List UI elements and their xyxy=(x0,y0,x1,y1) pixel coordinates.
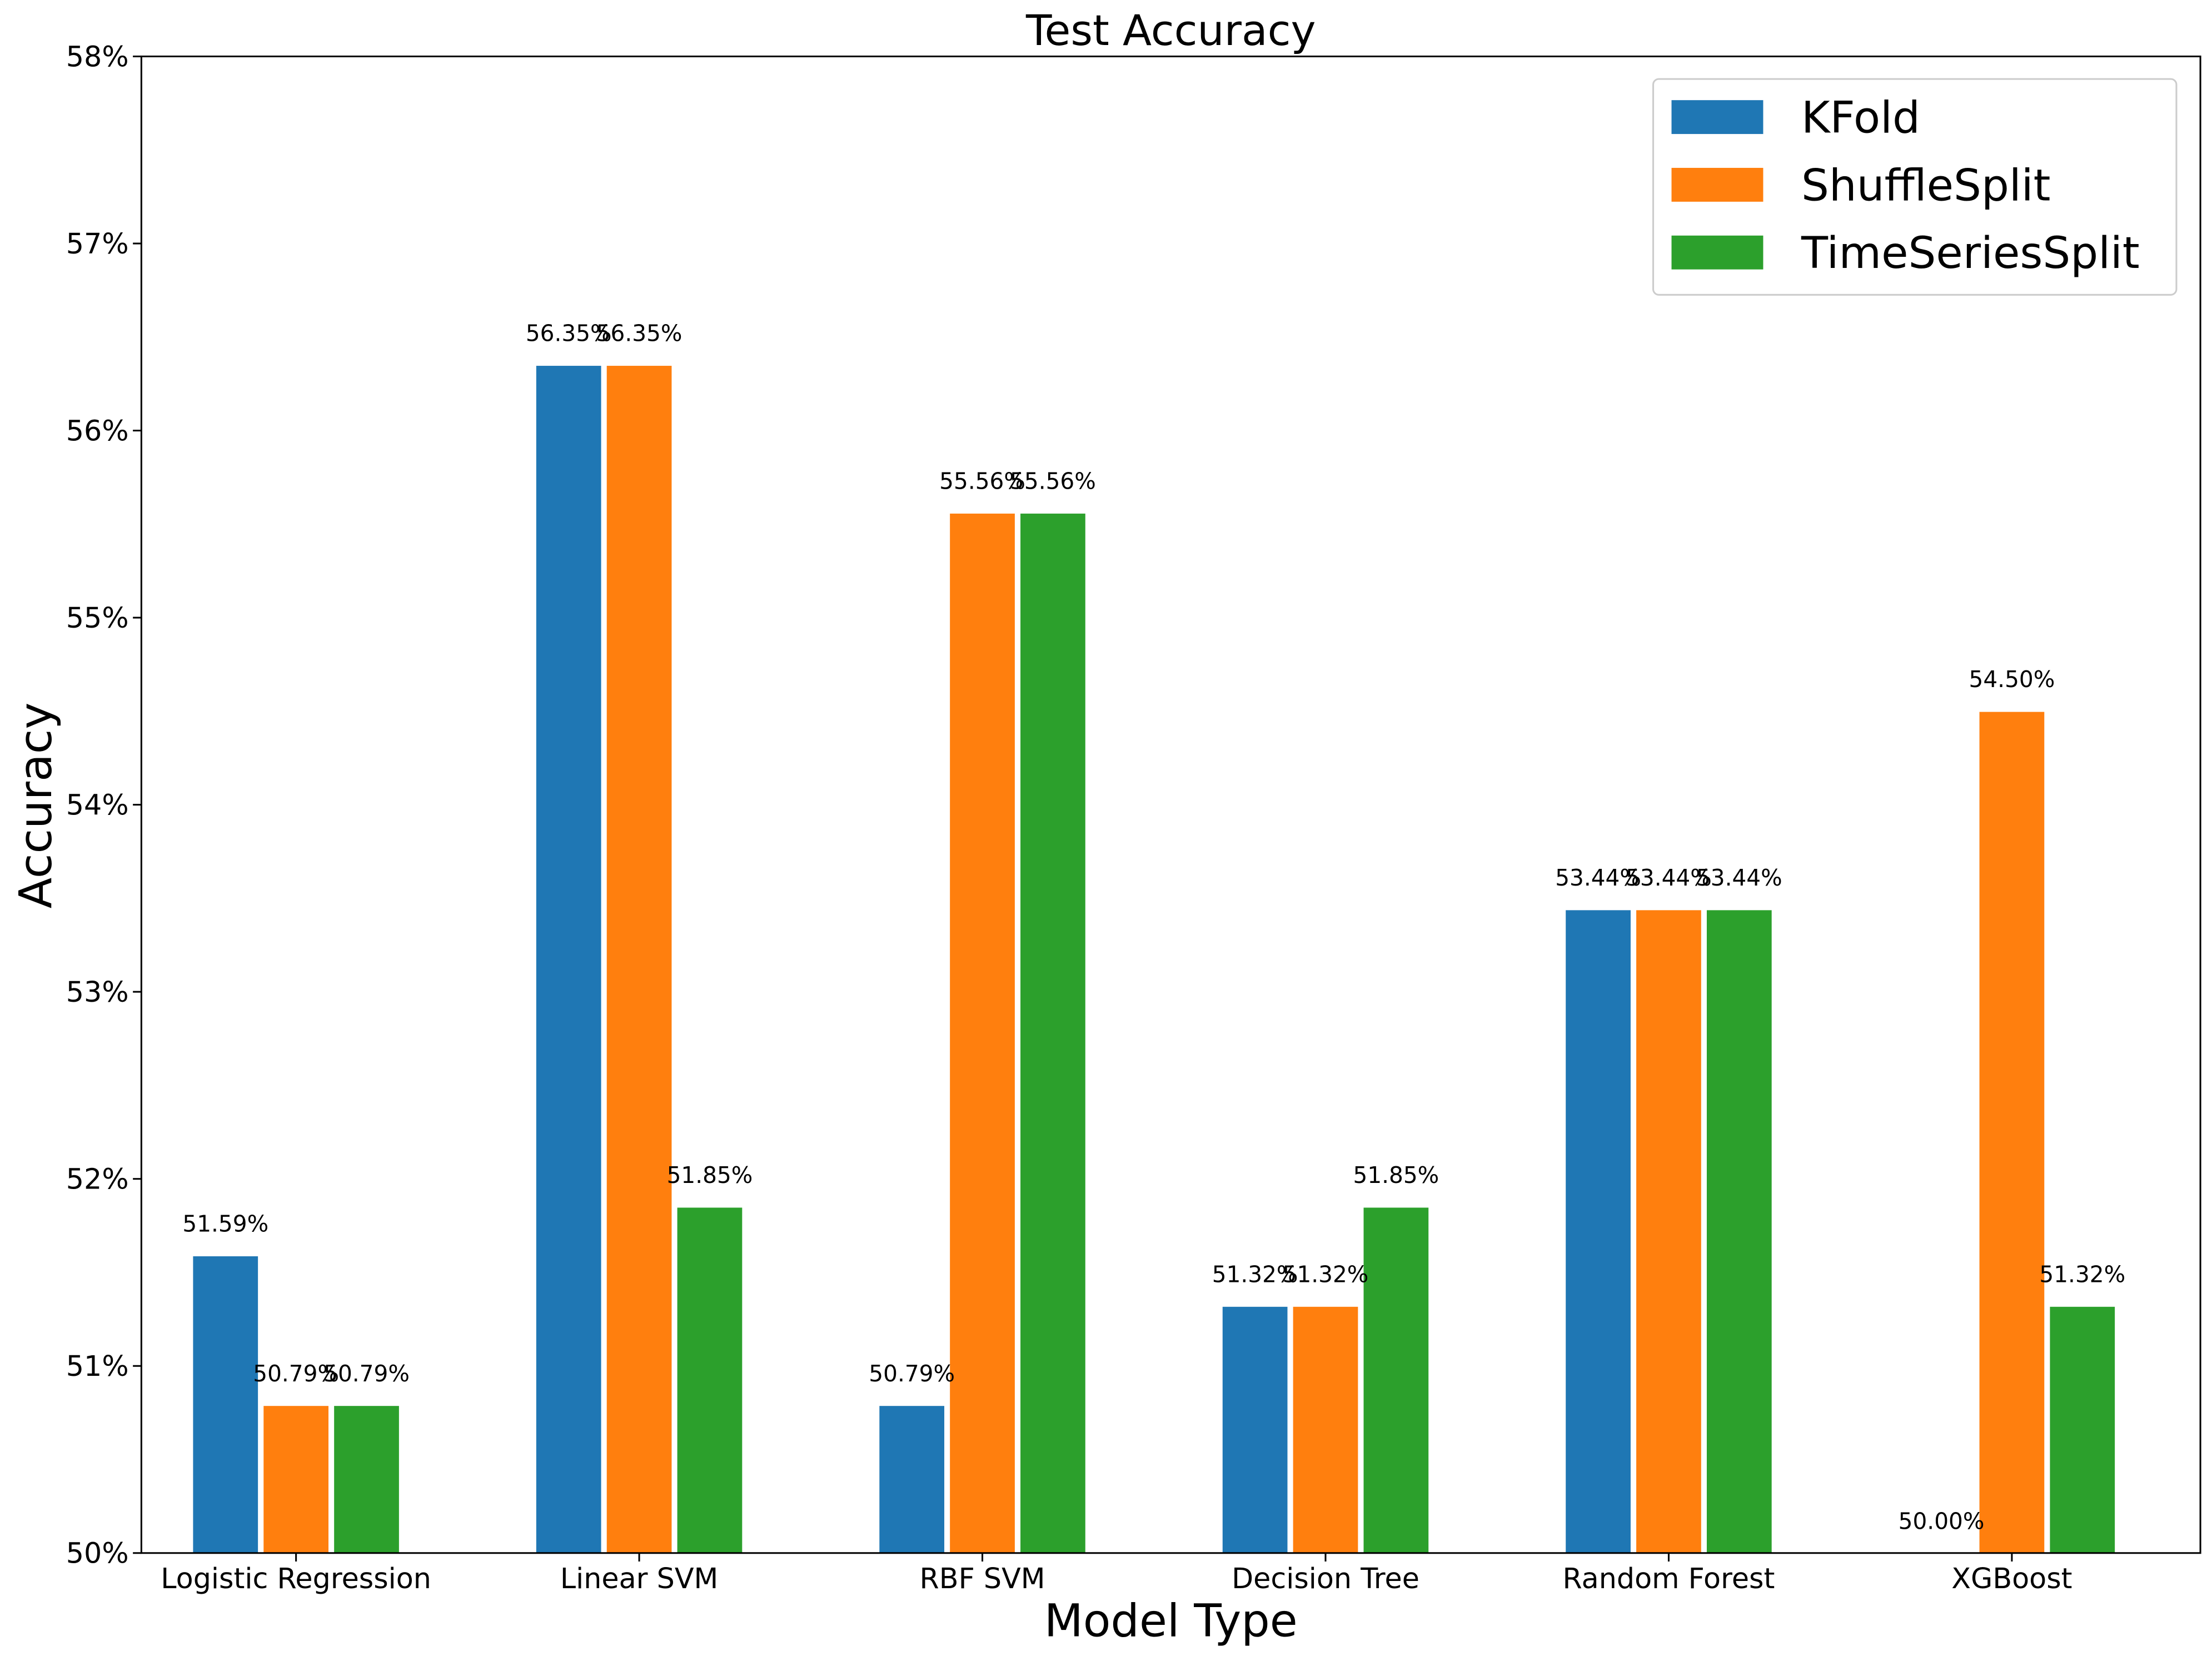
data-label: 53.44% xyxy=(1626,864,1712,891)
x-tick-label: RBF SVM xyxy=(920,1562,1045,1595)
y-tick-label: 50% xyxy=(66,1537,129,1570)
legend-frame xyxy=(1652,78,2178,296)
x-tick-label: XGBoost xyxy=(1951,1562,2072,1595)
y-tick-label: 53% xyxy=(66,976,129,1008)
data-label: 51.32% xyxy=(1283,1261,1369,1287)
data-label: 51.85% xyxy=(667,1162,753,1188)
y-tick-label: 58% xyxy=(66,40,129,73)
bar-kfold xyxy=(1221,1305,1289,1554)
bar-shufflesplit xyxy=(1635,908,1703,1554)
data-label: 50.79% xyxy=(869,1360,955,1387)
bar-timeseriessplit xyxy=(1019,512,1087,1554)
x-tick-label: Logistic Regression xyxy=(161,1562,431,1595)
bar-shufflesplit xyxy=(948,512,1017,1554)
bar-kfold xyxy=(191,1255,260,1554)
bar-kfold xyxy=(535,364,603,1554)
data-label: 56.35% xyxy=(596,320,682,347)
bar-shufflesplit xyxy=(1978,710,2046,1554)
data-label: 55.56% xyxy=(1010,468,1096,495)
x-tick-label: Random Forest xyxy=(1563,1562,1775,1595)
x-tick-label: Linear SVM xyxy=(560,1562,719,1595)
y-tick-label: 54% xyxy=(66,788,129,821)
data-label: 53.44% xyxy=(1555,864,1641,891)
legend-swatch-timeseriessplit xyxy=(1671,235,1763,270)
y-axis-label: Accuracy xyxy=(10,703,62,909)
y-tick-label: 51% xyxy=(66,1350,129,1383)
legend: KFold ShuffleSplit TimeSeriesSplit xyxy=(1652,78,2178,296)
data-label: 51.32% xyxy=(2039,1261,2125,1287)
bar-timeseriessplit xyxy=(1705,908,1773,1554)
bars-group xyxy=(191,364,2116,1554)
data-label: 56.35% xyxy=(526,320,612,347)
data-label: 50.79% xyxy=(253,1360,339,1387)
data-label: 51.32% xyxy=(1212,1261,1298,1287)
bar-kfold xyxy=(878,1404,946,1554)
y-tick-label: 52% xyxy=(66,1162,129,1195)
data-label: 54.50% xyxy=(1969,666,2055,693)
data-label: 50.00% xyxy=(1899,1508,1985,1535)
y-tick-label: 55% xyxy=(66,601,129,634)
bar-timeseriessplit xyxy=(1362,1206,1430,1554)
bar-shufflesplit xyxy=(605,364,673,1554)
legend-swatch-kfold xyxy=(1671,100,1763,135)
legend-label: KFold xyxy=(1801,92,1920,143)
bar-timeseriessplit xyxy=(2048,1305,2116,1554)
x-axis-label: Model Type xyxy=(1044,1595,1298,1647)
x-tick-label: Decision Tree xyxy=(1232,1562,1419,1595)
y-tick-label: 56% xyxy=(66,414,129,447)
legend-label: TimeSeriesSplit xyxy=(1801,227,2140,279)
plot-frame xyxy=(140,55,2201,1554)
ticks-group: 50% 51% 52% 53% 54% 55% 56% 57% 58% Logistic Regr… xyxy=(66,40,2072,1595)
legend-swatch-shufflesplit xyxy=(1671,167,1763,202)
chart-title: Test Accuracy xyxy=(1025,6,1316,55)
data-label: 51.85% xyxy=(1353,1162,1439,1188)
data-label: 51.59% xyxy=(182,1211,268,1237)
y-tick-label: 57% xyxy=(66,227,129,260)
data-labels-group: 51.59%50.79%50.79%56.35%56.35%51.85%50.7… xyxy=(182,320,2125,1535)
bar-shufflesplit xyxy=(262,1404,330,1554)
bar-timeseriessplit xyxy=(332,1404,401,1554)
bar-timeseriessplit xyxy=(676,1206,744,1554)
bar-kfold xyxy=(1564,908,1632,1554)
data-label: 55.56% xyxy=(939,468,1025,495)
legend-label: ShuffleSplit xyxy=(1801,160,2050,211)
data-label: 50.79% xyxy=(323,1360,410,1387)
data-label: 53.44% xyxy=(1696,864,1782,891)
bar-shufflesplit xyxy=(1292,1305,1359,1554)
